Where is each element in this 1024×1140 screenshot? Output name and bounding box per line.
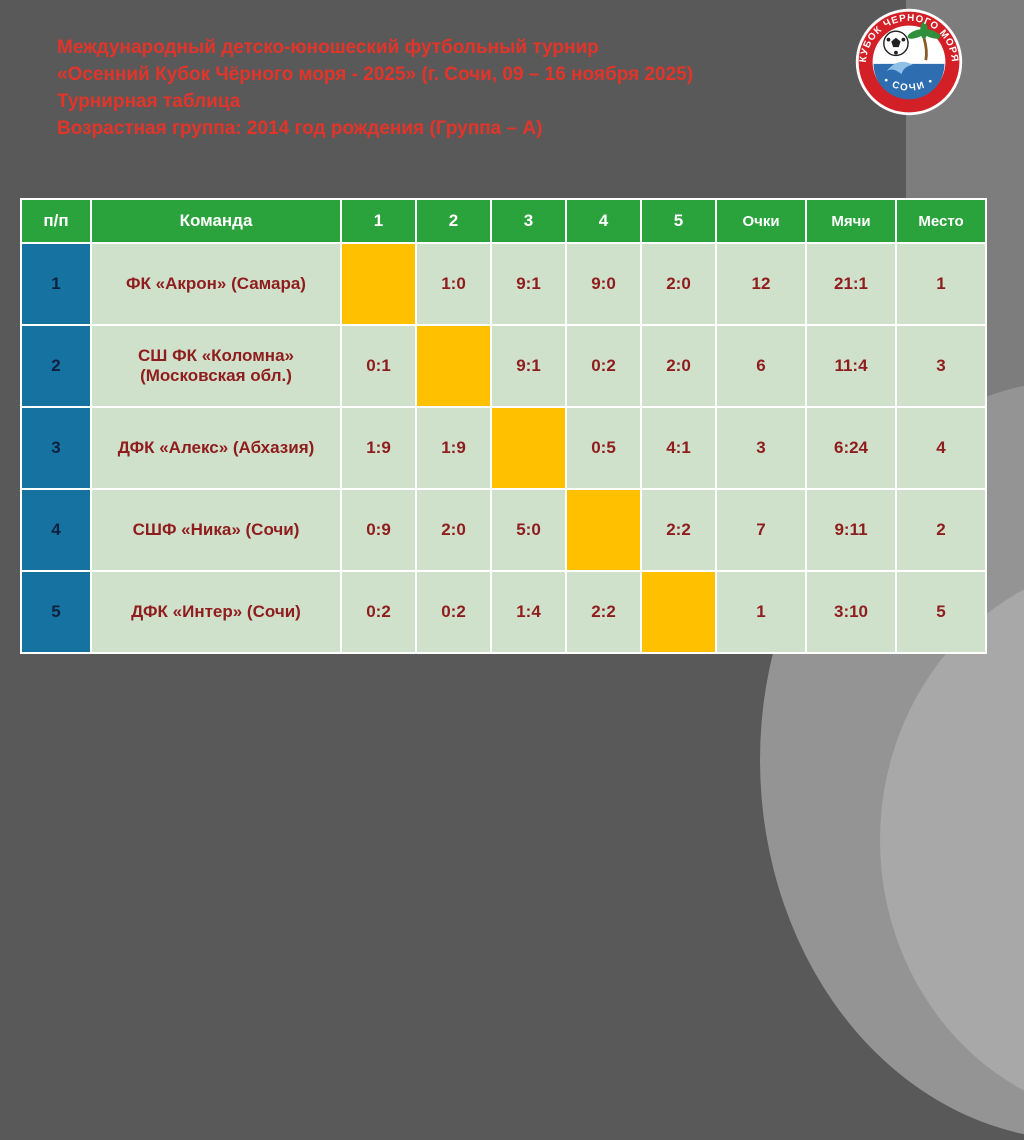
score-cell-self [415, 324, 492, 408]
tournament-logo: КУБОК ЧЕРНОГО МОРЯ • СОЧИ • [853, 6, 965, 118]
score-cell-self [340, 242, 417, 326]
score-cell: 9:0 [565, 242, 642, 326]
header-opp-3: 3 [490, 198, 567, 244]
goals-cell: 3:10 [805, 570, 897, 654]
score-cell: 0:2 [340, 570, 417, 654]
logo-sea [873, 63, 945, 100]
points-cell: 12 [715, 242, 807, 326]
score-cell-self [565, 488, 642, 572]
row-number: 5 [20, 570, 92, 654]
title-line-4: Возрастная группа: 2014 год рождения (Гр… [57, 118, 543, 139]
score-cell: 9:1 [490, 324, 567, 408]
soccer-ball-pattern [891, 37, 901, 48]
header-goals: Мячи [805, 198, 897, 244]
team-name: ФК «Акрон» (Самара) [90, 242, 342, 326]
score-cell: 5:0 [490, 488, 567, 572]
header-opp-4: 4 [565, 198, 642, 244]
score-cell: 1:9 [415, 406, 492, 490]
goals-cell: 11:4 [805, 324, 897, 408]
table-header-row: п/п Команда 1 2 3 4 5 Очки Мячи Место [20, 198, 987, 244]
points-cell: 3 [715, 406, 807, 490]
team-name: ДФК «Интер» (Сочи) [90, 570, 342, 654]
title-line-1: Международный детско-юношеский футбольны… [57, 37, 599, 58]
score-cell: 0:1 [340, 324, 417, 408]
score-cell: 0:5 [565, 406, 642, 490]
header-team: Команда [90, 198, 342, 244]
points-cell: 6 [715, 324, 807, 408]
place-cell: 1 [895, 242, 987, 326]
row-number: 1 [20, 242, 92, 326]
title-line-3: Турнирная таблица [57, 91, 241, 112]
place-cell: 5 [895, 570, 987, 654]
score-cell: 9:1 [490, 242, 567, 326]
slide-title: Международный детско-юношеский футбольны… [57, 34, 837, 142]
table-row: 1 ФК «Акрон» (Самара) 1:0 9:1 9:0 2:0 12… [20, 242, 987, 326]
goals-cell: 9:11 [805, 488, 897, 572]
score-cell-self [490, 406, 567, 490]
score-cell: 2:2 [640, 488, 717, 572]
team-name: ДФК «Алекс» (Абхазия) [90, 406, 342, 490]
header-opp-1: 1 [340, 198, 417, 244]
score-cell: 1:4 [490, 570, 567, 654]
place-cell: 2 [895, 488, 987, 572]
goals-cell: 6:24 [805, 406, 897, 490]
header-opp-5: 5 [640, 198, 717, 244]
team-name: СШ ФК «Коломна» (Московская обл.) [90, 324, 342, 408]
place-cell: 4 [895, 406, 987, 490]
header-num: п/п [20, 198, 92, 244]
row-number: 2 [20, 324, 92, 408]
score-cell: 2:0 [415, 488, 492, 572]
dolphin-icon [886, 61, 913, 75]
tournament-table: п/п Команда 1 2 3 4 5 Очки Мячи Место 1 … [20, 198, 987, 654]
header-place: Место [895, 198, 987, 244]
table-row: 4 СШФ «Ника» (Сочи) 0:9 2:0 5:0 2:2 7 9:… [20, 488, 987, 572]
title-line-2: «Осенний Кубок Чёрного моря - 2025» (г. … [57, 64, 694, 85]
table-row: 3 ДФК «Алекс» (Абхазия) 1:9 1:9 0:5 4:1 … [20, 406, 987, 490]
score-cell: 2:0 [640, 242, 717, 326]
score-cell: 2:2 [565, 570, 642, 654]
score-cell: 1:9 [340, 406, 417, 490]
row-number: 3 [20, 406, 92, 490]
palm-trunk [922, 37, 928, 61]
team-name: СШФ «Ника» (Сочи) [90, 488, 342, 572]
score-cell: 2:0 [640, 324, 717, 408]
table-row: 5 ДФК «Интер» (Сочи) 0:2 0:2 1:4 2:2 1 3… [20, 570, 987, 654]
row-number: 4 [20, 488, 92, 572]
palm-leaf [920, 21, 928, 39]
score-cell: 0:2 [415, 570, 492, 654]
score-cell: 4:1 [640, 406, 717, 490]
header-points: Очки [715, 198, 807, 244]
points-cell: 7 [715, 488, 807, 572]
score-cell: 0:2 [565, 324, 642, 408]
score-cell: 0:9 [340, 488, 417, 572]
score-cell-self [640, 570, 717, 654]
score-cell: 1:0 [415, 242, 492, 326]
tournament-logo-badge: КУБОК ЧЕРНОГО МОРЯ • СОЧИ • [855, 8, 963, 116]
header-opp-2: 2 [415, 198, 492, 244]
table-row: 2 СШ ФК «Коломна» (Московская обл.) 0:1 … [20, 324, 987, 408]
goals-cell: 21:1 [805, 242, 897, 326]
place-cell: 3 [895, 324, 987, 408]
points-cell: 1 [715, 570, 807, 654]
